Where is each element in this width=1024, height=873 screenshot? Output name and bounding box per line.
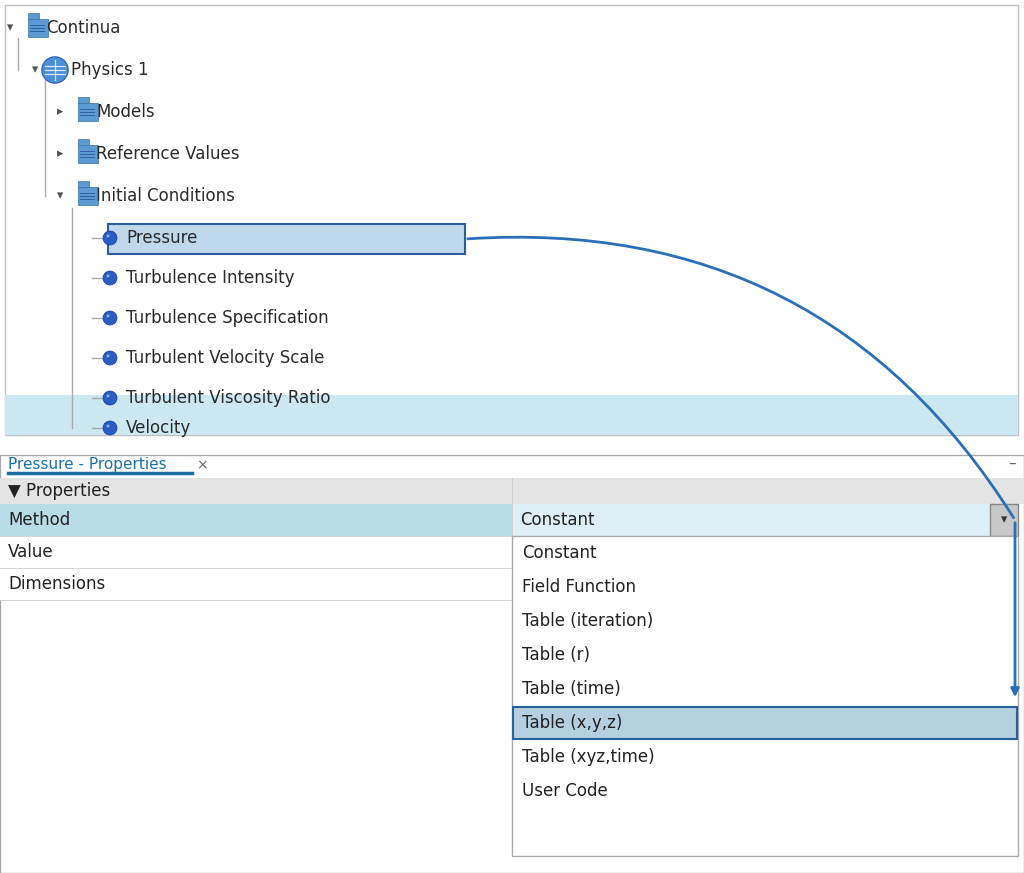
Text: Value: Value xyxy=(8,543,53,561)
FancyArrowPatch shape xyxy=(1012,523,1018,694)
Text: ▸: ▸ xyxy=(57,148,63,161)
Text: Initial Conditions: Initial Conditions xyxy=(96,187,234,205)
FancyBboxPatch shape xyxy=(28,13,39,19)
FancyBboxPatch shape xyxy=(0,536,512,568)
FancyBboxPatch shape xyxy=(78,181,89,187)
FancyBboxPatch shape xyxy=(78,139,89,145)
Text: ▾: ▾ xyxy=(7,22,13,35)
FancyBboxPatch shape xyxy=(78,97,89,103)
Ellipse shape xyxy=(42,57,69,83)
Text: Physics 1: Physics 1 xyxy=(71,61,148,79)
FancyBboxPatch shape xyxy=(78,103,98,121)
FancyBboxPatch shape xyxy=(0,455,1024,873)
Text: Turbulence Intensity: Turbulence Intensity xyxy=(126,269,295,287)
Ellipse shape xyxy=(103,391,117,405)
Text: User Code: User Code xyxy=(522,782,608,800)
FancyBboxPatch shape xyxy=(108,224,465,254)
FancyBboxPatch shape xyxy=(0,504,512,536)
Text: Field Function: Field Function xyxy=(522,578,636,596)
Ellipse shape xyxy=(103,351,117,365)
Ellipse shape xyxy=(106,314,110,318)
FancyBboxPatch shape xyxy=(513,707,1017,739)
Text: Table (time): Table (time) xyxy=(522,680,621,698)
Text: ▾: ▾ xyxy=(57,189,63,203)
FancyBboxPatch shape xyxy=(0,568,512,600)
FancyBboxPatch shape xyxy=(78,187,98,205)
Text: ×: × xyxy=(196,458,208,472)
Ellipse shape xyxy=(103,271,117,285)
FancyBboxPatch shape xyxy=(0,478,1024,504)
Ellipse shape xyxy=(106,424,110,428)
Text: Velocity: Velocity xyxy=(126,419,191,437)
FancyBboxPatch shape xyxy=(78,145,98,163)
Text: Constant: Constant xyxy=(522,544,597,562)
Ellipse shape xyxy=(103,231,117,245)
Text: Method: Method xyxy=(8,511,71,529)
Ellipse shape xyxy=(106,235,110,237)
FancyBboxPatch shape xyxy=(512,536,1018,856)
FancyBboxPatch shape xyxy=(512,504,1018,536)
Text: ▾: ▾ xyxy=(32,64,38,77)
Ellipse shape xyxy=(106,274,110,278)
Text: Continua: Continua xyxy=(46,19,121,37)
Text: –: – xyxy=(1009,456,1016,471)
Text: Pressure - Properties: Pressure - Properties xyxy=(8,457,167,472)
Text: Pressure: Pressure xyxy=(126,229,198,247)
Text: Table (iteration): Table (iteration) xyxy=(522,612,653,630)
Text: Table (x,y,z): Table (x,y,z) xyxy=(522,714,623,732)
Text: Constant: Constant xyxy=(520,511,595,529)
Text: Turbulence Specification: Turbulence Specification xyxy=(126,309,329,327)
Text: Reference Values: Reference Values xyxy=(96,145,240,163)
FancyBboxPatch shape xyxy=(5,395,1018,435)
Text: ▾: ▾ xyxy=(1000,513,1008,526)
Text: ▼ Properties: ▼ Properties xyxy=(8,482,111,500)
Ellipse shape xyxy=(106,395,110,397)
Text: ▸: ▸ xyxy=(57,106,63,119)
Text: Turbulent Viscosity Ratio: Turbulent Viscosity Ratio xyxy=(126,389,331,407)
Ellipse shape xyxy=(103,421,117,435)
Text: Models: Models xyxy=(96,103,155,121)
Text: Dimensions: Dimensions xyxy=(8,575,105,593)
Text: Table (xyz,time): Table (xyz,time) xyxy=(522,748,654,766)
Ellipse shape xyxy=(103,311,117,325)
FancyBboxPatch shape xyxy=(28,19,48,37)
Ellipse shape xyxy=(106,354,110,358)
FancyBboxPatch shape xyxy=(990,504,1018,536)
Text: Table (r): Table (r) xyxy=(522,646,590,664)
FancyArrowPatch shape xyxy=(468,237,1014,518)
Text: Turbulent Velocity Scale: Turbulent Velocity Scale xyxy=(126,349,325,367)
FancyBboxPatch shape xyxy=(5,5,1018,435)
